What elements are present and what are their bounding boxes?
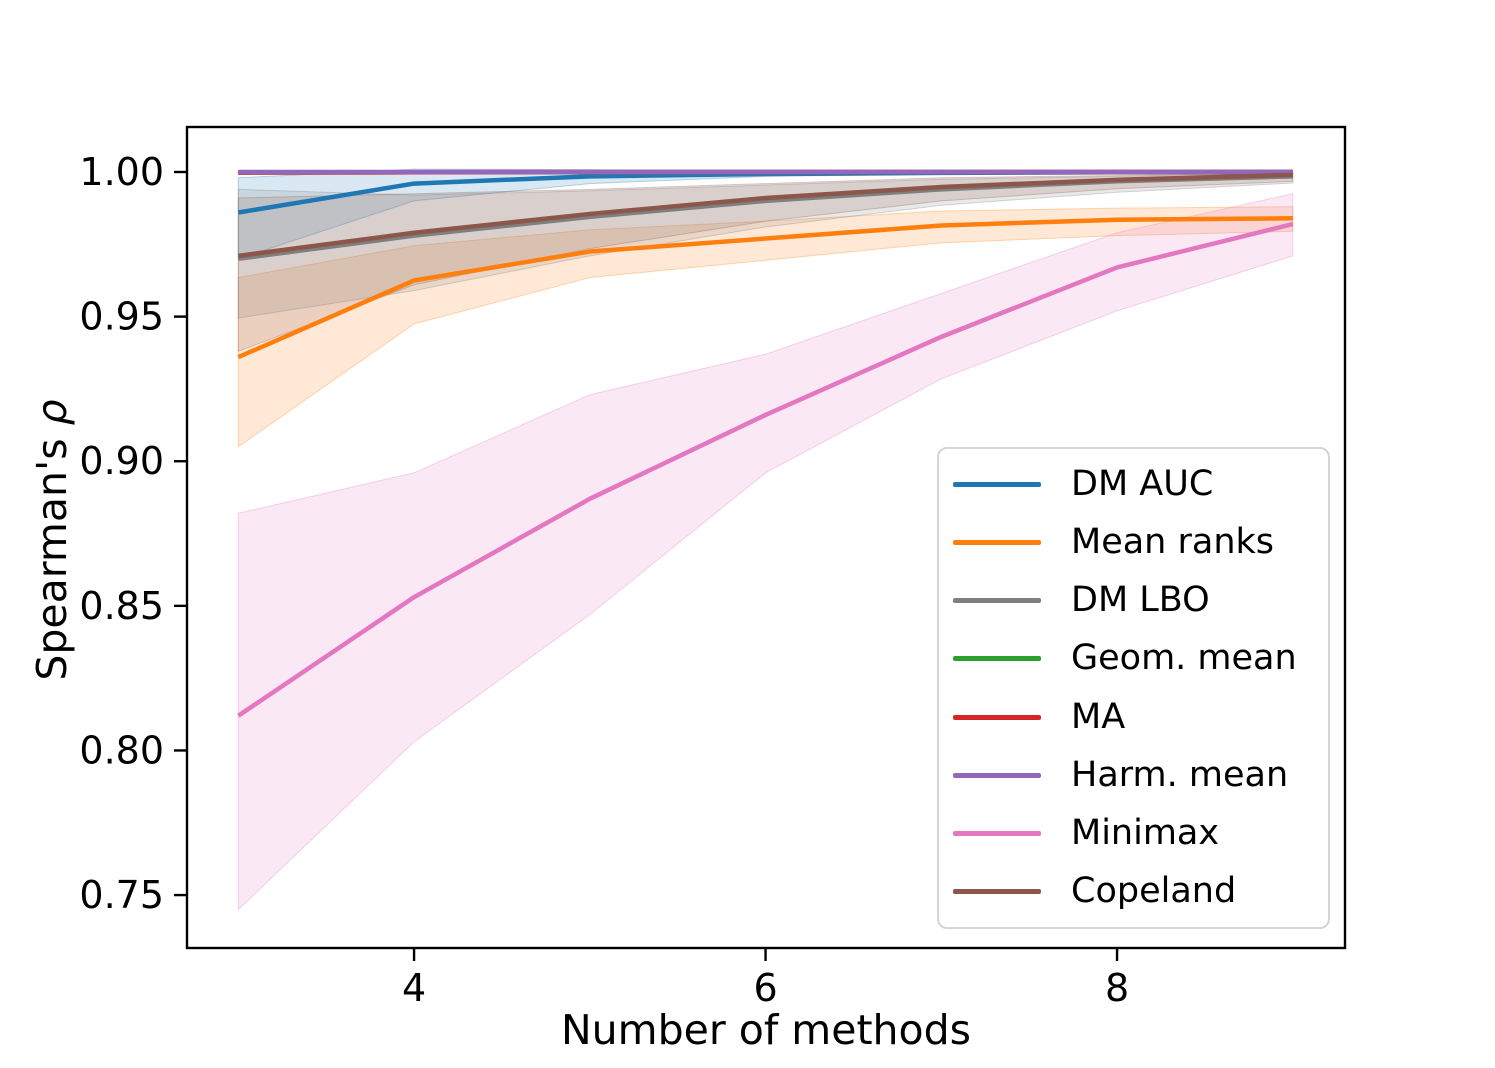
y-tick-label: 0.85 (79, 584, 164, 628)
legend-label: Copeland (1071, 871, 1237, 912)
legend-swatch-minimax (953, 831, 1041, 837)
band-minimax (237, 193, 1294, 911)
legend: DM AUC Mean ranks DM LBO Geom. mean MA H… (937, 447, 1330, 929)
legend-swatch-copeland (953, 889, 1041, 895)
y-tick-label: 1.00 (79, 150, 164, 194)
legend-item: DM LBO (953, 583, 1322, 618)
y-axis-label: Spearman's ρ (28, 399, 76, 680)
legend-label: Mean ranks (1071, 521, 1275, 562)
y-tick-label: 0.75 (79, 873, 164, 917)
legend-label: Harm. mean (1071, 754, 1289, 795)
y-tick-label: 0.90 (79, 439, 164, 483)
line-minimax (237, 221, 1294, 718)
y-axis-label-text: Spearman's (28, 425, 76, 681)
legend-item: Minimax (953, 816, 1322, 851)
legend-item: Geom. mean (953, 641, 1322, 676)
line-mean-ranks (237, 216, 1293, 360)
legend-swatch-harm-mean (953, 772, 1041, 778)
legend-swatch-dm-auc (953, 481, 1041, 487)
legend-swatch-ma (953, 714, 1041, 720)
legend-label: Minimax (1071, 813, 1220, 854)
legend-item: Harm. mean (953, 754, 1322, 795)
legend-item: Mean ranks (953, 521, 1322, 562)
x-tick-label: 6 (753, 966, 777, 1010)
legend-item: Copeland (953, 874, 1322, 909)
line-copeland (238, 172, 1293, 259)
legend-item: MA (953, 696, 1322, 737)
legend-item: DM AUC (953, 463, 1322, 504)
legend-label: Geom. mean (1071, 638, 1297, 679)
x-axis-label: Number of methods (561, 1006, 971, 1054)
legend-label: DM AUC (1071, 463, 1214, 504)
x-tick-label: 8 (1105, 966, 1129, 1010)
legend-label: MA (1071, 696, 1126, 737)
x-tick-label: 4 (402, 966, 426, 1010)
legend-label: DM LBO (1071, 580, 1210, 621)
rho-symbol: ρ (28, 399, 76, 426)
y-tick-label: 0.95 (79, 295, 164, 339)
legend-swatch-dm-lbo (953, 598, 1041, 604)
band-dm-lbo (237, 172, 1294, 319)
y-tick-label: 0.80 (79, 728, 164, 772)
legend-swatch-mean-ranks (953, 539, 1041, 545)
legend-swatch-geom-mean (953, 656, 1041, 662)
